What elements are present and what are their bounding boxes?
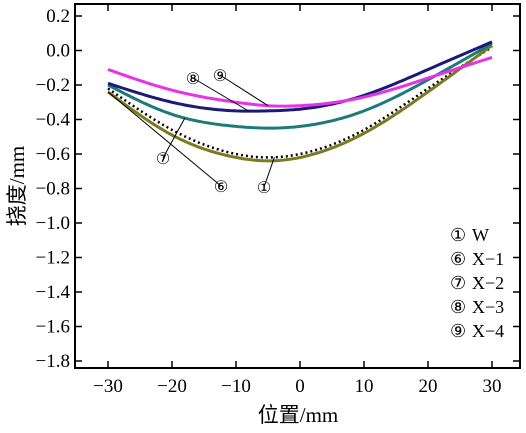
x-tick-label: −30 — [93, 376, 123, 397]
series-line-w — [107, 46, 493, 159]
annotation-leader — [162, 117, 186, 159]
legend-label: W — [472, 225, 489, 245]
legend-label: X−4 — [472, 321, 504, 341]
annotation-group: ⑧ ⑨ ⑦ ⑥ ① — [107, 68, 275, 197]
x-tick-label: −20 — [157, 376, 187, 397]
series-line-x-2 — [107, 42, 493, 130]
y-tick-label: −0.4 — [36, 110, 71, 131]
y-tick-label: −1.4 — [36, 282, 71, 303]
x-tick-label: 20 — [419, 376, 438, 397]
plot-frame — [74, 3, 521, 369]
annotation-leader — [107, 91, 222, 187]
annotation-marker: ⑦ — [156, 151, 170, 168]
series-line-x-4 — [107, 55, 493, 108]
legend-marker: ⑨ — [450, 321, 466, 341]
y-tick-label: −0.8 — [36, 179, 70, 200]
legend-label: X−2 — [472, 273, 504, 293]
y-tick-label: −0.2 — [36, 75, 70, 96]
x-tick-label: 10 — [355, 376, 374, 397]
x-tick-label: 30 — [483, 376, 502, 397]
legend-label: X−3 — [472, 297, 504, 317]
legend-marker: ① — [450, 225, 466, 245]
x-axis-label: 位置/mm — [258, 403, 339, 427]
annotation-leader — [263, 157, 275, 188]
y-tick-label: −1.6 — [36, 317, 70, 338]
annotation-leader — [192, 77, 250, 112]
y-tick-label: −1.2 — [36, 248, 70, 269]
legend-marker: ⑧ — [450, 297, 466, 317]
x-tick-label: 0 — [295, 376, 305, 397]
y-tick-label: −0.6 — [36, 144, 70, 165]
y-axis-label: 挠度/mm — [5, 146, 29, 227]
y-tick-label: 0.0 — [46, 41, 70, 62]
y-tick-label: −1.8 — [36, 351, 70, 372]
axis-ticks: −30 −20 −10 0 10 20 30 0.2 0.0 −0.2 −0.4 −0.6 −0.8 −1… — [36, 4, 520, 397]
legend: ① W⑥ X−1 ⑦ X−2 ⑧ X−3 ⑨ X−4 — [450, 225, 504, 341]
annotation-marker: ⑥ — [214, 179, 228, 196]
legend-marker: ⑦ — [450, 273, 466, 293]
series-line-x-3 — [107, 40, 493, 113]
annotation-marker: ⑧ — [186, 71, 200, 88]
y-tick-label: 0.2 — [46, 6, 70, 27]
series-line-x-1 — [107, 44, 493, 163]
legend-label: X−1 — [472, 249, 504, 269]
annotation-marker: ⑨ — [213, 68, 227, 85]
x-tick-label: −10 — [221, 376, 251, 397]
legend-marker: ⑥ — [450, 249, 466, 269]
y-tick-label: −1.0 — [36, 213, 70, 234]
annotation-leader — [219, 74, 269, 107]
series-group — [107, 40, 493, 163]
annotation-marker: ① — [257, 180, 271, 197]
